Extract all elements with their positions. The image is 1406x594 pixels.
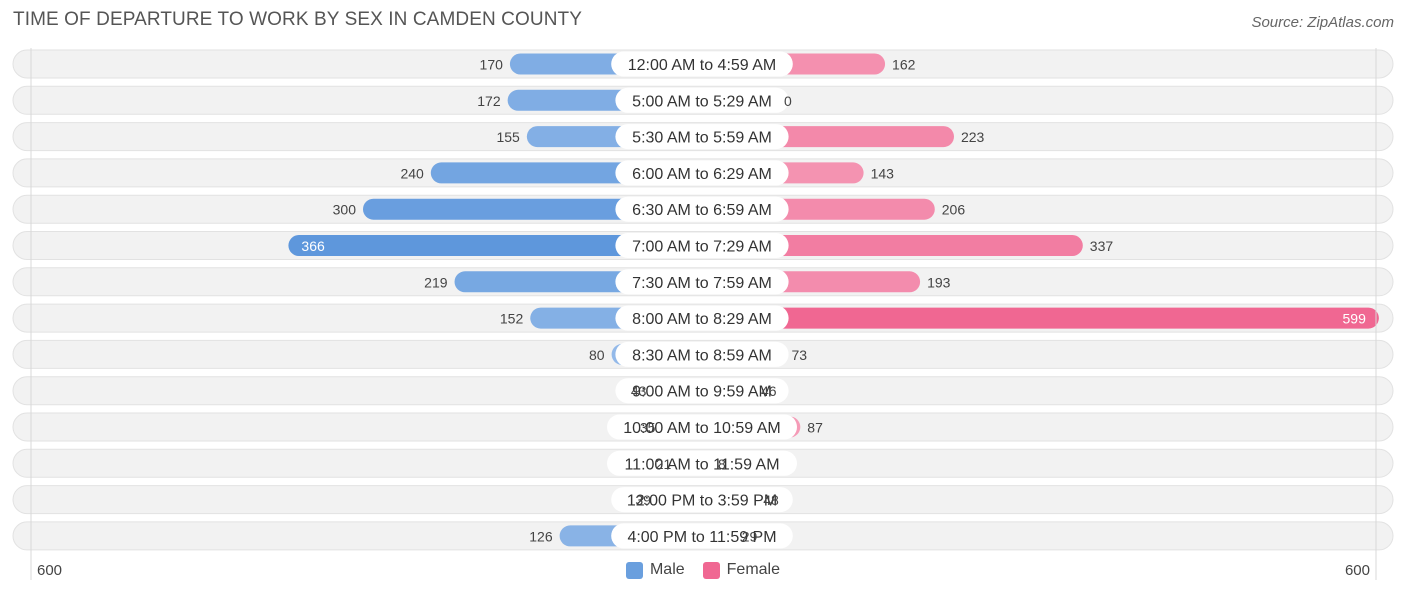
- value-label-female: 162: [892, 57, 916, 73]
- category-label: 12:00 PM to 3:59 PM: [627, 493, 777, 510]
- chart-row: 5:30 AM to 5:59 AM 155 223: [12, 122, 1394, 152]
- chart-row: 7:00 AM to 7:29 AM 366 337: [12, 231, 1394, 260]
- category-pill: [615, 341, 789, 367]
- value-label-female: 206: [942, 202, 966, 218]
- value-label-female: 337: [1090, 238, 1114, 254]
- category-label: 12:00 AM to 4:59 AM: [628, 57, 777, 74]
- value-label-male: 366: [301, 238, 325, 254]
- value-label-male: 35: [640, 420, 656, 436]
- category-pill: [615, 269, 789, 295]
- value-label-female: 73: [791, 347, 807, 363]
- value-label-male: 126: [529, 528, 553, 544]
- value-label-female: 87: [807, 420, 823, 436]
- value-label-female: 0: [784, 93, 792, 109]
- value-label-female: 8: [718, 456, 726, 472]
- category-pill: [615, 305, 789, 331]
- value-label-female: 193: [927, 274, 951, 290]
- chart-row: 5:00 AM to 5:29 AM 172 0: [12, 85, 1394, 115]
- bar-male: [288, 235, 714, 256]
- category-pill: [611, 487, 793, 513]
- source-credit: Source: ZipAtlas.com: [1251, 14, 1394, 31]
- axis-label-left: 600: [37, 562, 63, 579]
- female-swatch: [702, 561, 720, 579]
- value-label-male: 43: [631, 383, 647, 399]
- chart-row: 8:30 AM to 8:59 AM 80 73: [12, 339, 1394, 369]
- category-label: 5:00 AM to 5:29 AM: [632, 93, 772, 110]
- category-pill: [607, 450, 797, 476]
- chart-row: 7:30 AM to 7:59 AM 219 193: [12, 267, 1394, 297]
- bar-female: [690, 235, 1083, 256]
- category-label: 8:00 AM to 8:29 AM: [632, 311, 772, 328]
- chart-title: TIME OF DEPARTURE TO WORK BY SEX IN CAMD…: [13, 9, 582, 30]
- value-label-male: 240: [400, 165, 424, 181]
- category-label: 7:00 AM to 7:29 AM: [632, 239, 772, 256]
- category-label: 9:00 AM to 9:59 AM: [632, 384, 772, 401]
- category-label: 7:30 AM to 7:59 AM: [632, 275, 772, 292]
- value-label-male: 172: [477, 93, 501, 109]
- legend-label-male: Male: [649, 561, 685, 578]
- category-label: 5:30 AM to 5:59 AM: [632, 130, 772, 147]
- value-label-male: 155: [496, 129, 520, 145]
- value-label-female: 48: [763, 492, 779, 508]
- category-label: 6:30 AM to 6:59 AM: [632, 202, 772, 219]
- value-label-male: 21: [656, 456, 672, 472]
- legend: Male Female: [0, 561, 1406, 579]
- category-pill: [607, 414, 797, 440]
- chart-row: 6:00 AM to 6:29 AM 240 143: [12, 158, 1394, 188]
- category-pill: [611, 523, 793, 549]
- value-label-female: 143: [871, 165, 895, 181]
- category-label: 10:00 AM to 10:59 AM: [623, 420, 780, 437]
- category-label: 11:00 AM to 11:59 AM: [624, 456, 779, 473]
- legend-label-female: Female: [726, 561, 781, 578]
- chart-row: 4:00 PM to 11:59 PM 126 29: [12, 521, 1394, 551]
- category-pill: [615, 160, 789, 186]
- chart-row: 8:00 AM to 8:29 AM 152 599: [12, 303, 1394, 333]
- category-pill: [611, 51, 793, 77]
- value-label-male: 300: [333, 202, 357, 218]
- bar-female: [690, 307, 1379, 329]
- value-label-male: 152: [500, 311, 524, 327]
- axis-label-right: 600: [1344, 562, 1370, 579]
- value-label-male: 80: [589, 347, 605, 363]
- chart-row: 6:30 AM to 6:59 AM 300 206: [12, 194, 1394, 224]
- value-label-male: 219: [424, 274, 448, 290]
- legend-item-female[interactable]: Female: [702, 561, 781, 579]
- chart-row: 12:00 AM to 4:59 AM 170 162: [12, 49, 1394, 79]
- category-pill: [615, 233, 789, 258]
- value-label-male: 39: [635, 492, 651, 508]
- value-label-female: 599: [1343, 311, 1367, 327]
- category-label: 6:00 AM to 6:29 AM: [632, 166, 772, 183]
- category-pill: [615, 196, 789, 222]
- male-swatch: [625, 561, 643, 579]
- category-label: 4:00 PM to 11:59 PM: [627, 529, 776, 546]
- value-label-female: 46: [761, 383, 777, 399]
- legend-item-male[interactable]: Male: [625, 561, 685, 579]
- category-pill: [615, 378, 789, 404]
- category-pill: [615, 124, 789, 150]
- category-label: 8:30 AM to 8:59 AM: [632, 347, 772, 364]
- value-label-female: 223: [961, 129, 985, 145]
- value-label-male: 170: [480, 57, 504, 73]
- value-label-female: 29: [742, 528, 758, 544]
- category-pill: [615, 87, 789, 113]
